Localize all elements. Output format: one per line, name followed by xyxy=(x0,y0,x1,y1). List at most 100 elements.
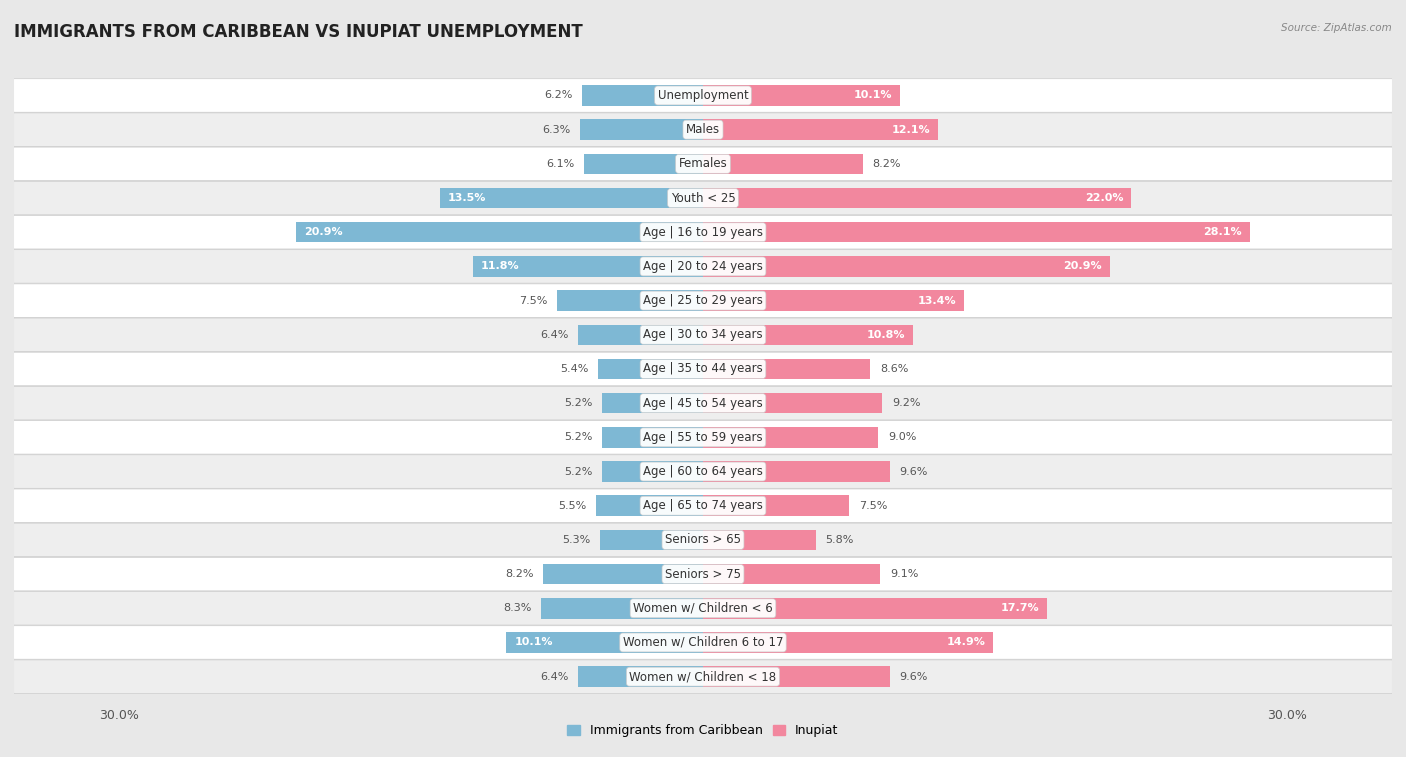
Bar xyxy=(703,393,882,413)
Text: 5.5%: 5.5% xyxy=(558,500,586,511)
Text: 6.2%: 6.2% xyxy=(544,91,572,101)
FancyBboxPatch shape xyxy=(14,455,1392,488)
Text: IMMIGRANTS FROM CARIBBEAN VS INUPIAT UNEMPLOYMENT: IMMIGRANTS FROM CARIBBEAN VS INUPIAT UNE… xyxy=(14,23,583,41)
Bar xyxy=(703,564,880,584)
Text: 7.5%: 7.5% xyxy=(859,500,887,511)
Text: 9.1%: 9.1% xyxy=(890,569,918,579)
Bar xyxy=(703,291,963,311)
FancyBboxPatch shape xyxy=(14,79,1392,112)
Text: 28.1%: 28.1% xyxy=(1204,227,1241,237)
Text: 22.0%: 22.0% xyxy=(1085,193,1123,203)
Text: 7.5%: 7.5% xyxy=(519,295,547,306)
Bar xyxy=(703,222,1250,242)
Text: Age | 20 to 24 years: Age | 20 to 24 years xyxy=(643,260,763,273)
Text: 8.6%: 8.6% xyxy=(880,364,908,374)
Bar xyxy=(557,291,703,311)
Text: Source: ZipAtlas.com: Source: ZipAtlas.com xyxy=(1281,23,1392,33)
FancyBboxPatch shape xyxy=(14,489,1392,522)
Text: 6.4%: 6.4% xyxy=(540,671,568,681)
Text: 9.0%: 9.0% xyxy=(887,432,917,442)
Bar xyxy=(703,496,849,516)
Bar xyxy=(703,325,912,345)
Text: Females: Females xyxy=(679,157,727,170)
Bar xyxy=(582,86,703,106)
Text: 5.2%: 5.2% xyxy=(564,432,592,442)
Text: Age | 30 to 34 years: Age | 30 to 34 years xyxy=(643,329,763,341)
Bar xyxy=(297,222,703,242)
FancyBboxPatch shape xyxy=(14,147,1392,181)
Bar xyxy=(703,666,890,687)
Bar xyxy=(703,256,1109,276)
Text: Age | 60 to 64 years: Age | 60 to 64 years xyxy=(643,465,763,478)
Bar xyxy=(578,666,703,687)
FancyBboxPatch shape xyxy=(14,523,1392,556)
Text: 6.3%: 6.3% xyxy=(543,125,571,135)
Bar xyxy=(543,564,703,584)
Text: Age | 35 to 44 years: Age | 35 to 44 years xyxy=(643,363,763,375)
FancyBboxPatch shape xyxy=(14,591,1392,625)
Text: 11.8%: 11.8% xyxy=(481,261,520,272)
Text: Seniors > 75: Seniors > 75 xyxy=(665,568,741,581)
FancyBboxPatch shape xyxy=(14,386,1392,420)
Bar xyxy=(600,530,703,550)
Bar xyxy=(703,120,938,140)
Bar xyxy=(598,359,703,379)
Text: 10.1%: 10.1% xyxy=(515,637,553,647)
Text: Males: Males xyxy=(686,123,720,136)
Text: 9.6%: 9.6% xyxy=(900,671,928,681)
FancyBboxPatch shape xyxy=(14,284,1392,317)
Bar xyxy=(703,461,890,481)
FancyBboxPatch shape xyxy=(14,181,1392,215)
Text: 9.6%: 9.6% xyxy=(900,466,928,477)
Text: 5.2%: 5.2% xyxy=(564,398,592,408)
FancyBboxPatch shape xyxy=(14,113,1392,146)
Text: 10.1%: 10.1% xyxy=(853,91,891,101)
FancyBboxPatch shape xyxy=(14,660,1392,693)
Bar xyxy=(474,256,703,276)
Bar xyxy=(581,120,703,140)
Bar xyxy=(602,461,703,481)
Text: Age | 65 to 74 years: Age | 65 to 74 years xyxy=(643,499,763,512)
Bar xyxy=(703,598,1047,618)
Text: Age | 55 to 59 years: Age | 55 to 59 years xyxy=(643,431,763,444)
Bar xyxy=(703,530,815,550)
FancyBboxPatch shape xyxy=(14,557,1392,591)
Bar xyxy=(541,598,703,618)
Bar xyxy=(440,188,703,208)
Text: 12.1%: 12.1% xyxy=(891,125,931,135)
FancyBboxPatch shape xyxy=(14,626,1392,659)
Bar xyxy=(602,393,703,413)
Text: 6.4%: 6.4% xyxy=(540,330,568,340)
FancyBboxPatch shape xyxy=(14,318,1392,351)
Bar xyxy=(703,632,993,653)
Text: 5.4%: 5.4% xyxy=(560,364,588,374)
Text: 8.3%: 8.3% xyxy=(503,603,531,613)
FancyBboxPatch shape xyxy=(14,352,1392,386)
Bar xyxy=(703,154,863,174)
Bar xyxy=(602,427,703,447)
Text: Age | 25 to 29 years: Age | 25 to 29 years xyxy=(643,294,763,307)
Text: 9.2%: 9.2% xyxy=(891,398,921,408)
Text: Women w/ Children < 18: Women w/ Children < 18 xyxy=(630,670,776,683)
Text: 5.3%: 5.3% xyxy=(562,535,591,545)
Text: Seniors > 65: Seniors > 65 xyxy=(665,534,741,547)
Bar xyxy=(703,427,879,447)
Text: Age | 45 to 54 years: Age | 45 to 54 years xyxy=(643,397,763,410)
Text: Unemployment: Unemployment xyxy=(658,89,748,102)
Text: Women w/ Children 6 to 17: Women w/ Children 6 to 17 xyxy=(623,636,783,649)
Text: 20.9%: 20.9% xyxy=(304,227,343,237)
Text: 8.2%: 8.2% xyxy=(505,569,534,579)
Text: 5.2%: 5.2% xyxy=(564,466,592,477)
FancyBboxPatch shape xyxy=(14,250,1392,283)
Bar xyxy=(585,154,703,174)
Text: 14.9%: 14.9% xyxy=(946,637,986,647)
Text: Age | 16 to 19 years: Age | 16 to 19 years xyxy=(643,226,763,238)
FancyBboxPatch shape xyxy=(14,421,1392,454)
Text: 8.2%: 8.2% xyxy=(872,159,901,169)
Text: 17.7%: 17.7% xyxy=(1001,603,1039,613)
Text: Youth < 25: Youth < 25 xyxy=(671,192,735,204)
Text: 10.8%: 10.8% xyxy=(868,330,905,340)
Bar xyxy=(703,359,870,379)
Legend: Immigrants from Caribbean, Inupiat: Immigrants from Caribbean, Inupiat xyxy=(562,719,844,743)
Bar xyxy=(578,325,703,345)
